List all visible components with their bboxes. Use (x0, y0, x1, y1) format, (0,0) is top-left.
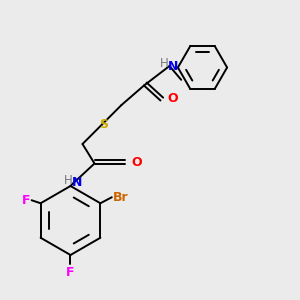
Text: F: F (66, 266, 75, 278)
Text: Br: Br (113, 191, 129, 204)
Text: H: H (160, 57, 169, 70)
Text: O: O (131, 155, 142, 169)
Text: N: N (72, 176, 82, 190)
Text: H: H (64, 174, 73, 187)
Text: O: O (167, 92, 178, 106)
Text: N: N (168, 59, 178, 73)
Text: S: S (99, 118, 108, 131)
Text: F: F (22, 194, 30, 207)
